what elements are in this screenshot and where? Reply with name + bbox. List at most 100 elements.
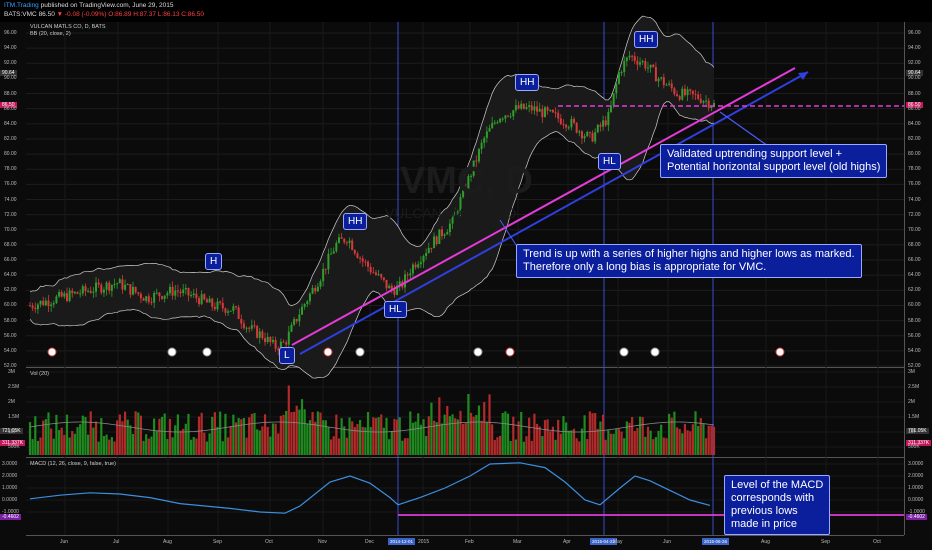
event-marker <box>47 347 57 357</box>
bb-indicator-label[interactable]: BB (20, close, 2) <box>30 31 71 37</box>
candle <box>258 331 261 338</box>
volume-bar <box>279 415 282 455</box>
candle <box>480 142 483 150</box>
candle <box>567 127 570 129</box>
volume-bar <box>256 429 259 455</box>
volume-bar <box>97 441 100 455</box>
volume-bar <box>282 414 285 455</box>
volume-bar <box>319 412 322 455</box>
month-label: Sep <box>213 539 222 545</box>
macd-tag: -0.4602 <box>906 514 927 520</box>
candle <box>559 118 562 125</box>
price-tick-left: 52.00 <box>4 363 17 369</box>
volume-tick-right: 2M <box>908 399 915 405</box>
month-label: Feb <box>465 539 474 545</box>
volume-bar <box>369 427 372 455</box>
candle <box>303 304 306 307</box>
volume-bar <box>258 430 261 455</box>
volume-bar <box>414 421 417 455</box>
volume-bar <box>638 416 642 455</box>
volume-bar <box>242 417 246 455</box>
price-tick-right: 84.00 <box>908 120 921 127</box>
candle <box>176 290 179 292</box>
volume-bar <box>580 428 584 455</box>
candle <box>208 298 211 303</box>
candle <box>171 286 174 296</box>
volume-bar <box>89 411 92 455</box>
candle <box>668 83 671 85</box>
volume-bar <box>60 427 63 455</box>
candle <box>538 108 541 112</box>
price-tick-left: 74.00 <box>4 196 17 203</box>
volume-bar <box>295 405 298 455</box>
candle <box>472 160 475 176</box>
candle <box>42 300 45 306</box>
volume-bar <box>31 439 34 455</box>
price-tick-left: 60.00 <box>4 302 17 309</box>
candle <box>570 118 573 128</box>
volume-bar <box>139 415 143 455</box>
volume-bar <box>459 410 462 455</box>
volume-bar <box>390 430 393 455</box>
candle <box>47 300 50 307</box>
volume-bar <box>591 413 594 455</box>
candle <box>142 298 145 301</box>
candle <box>224 308 227 313</box>
volume-bar <box>567 430 570 455</box>
candle <box>485 131 488 138</box>
candle <box>512 110 515 117</box>
candle <box>161 296 164 299</box>
candle <box>689 89 692 91</box>
volume-bar <box>628 422 631 455</box>
candle <box>102 289 105 293</box>
candle <box>617 72 620 84</box>
volume-bar <box>226 437 230 455</box>
candle <box>462 187 465 198</box>
candle <box>422 256 425 263</box>
volume-bar <box>274 423 277 455</box>
volume-bar <box>406 438 409 455</box>
candle <box>269 336 272 342</box>
volume-bar <box>538 426 541 455</box>
volume-bar <box>623 438 626 455</box>
volume-bar <box>636 427 639 455</box>
volume-bar <box>287 385 290 455</box>
candle <box>699 98 702 103</box>
volume-bar <box>121 421 124 455</box>
macd-tick-left: 3.0000 <box>2 461 18 467</box>
candle <box>298 314 301 322</box>
macd-line <box>29 462 711 514</box>
volume-bar <box>34 416 37 455</box>
month-label: Dec <box>365 539 374 545</box>
price-tick-left: 80.00 <box>4 151 17 158</box>
candle <box>52 303 55 305</box>
price-tick-left: 58.00 <box>4 317 17 324</box>
candle <box>583 136 586 139</box>
candle <box>65 293 68 301</box>
volume-bar <box>525 436 528 455</box>
volume-bar <box>100 418 103 455</box>
volume-bar <box>208 433 211 455</box>
site-link[interactable]: ITM.Trading <box>4 2 39 9</box>
month-label: May <box>613 539 623 545</box>
volume-bar <box>71 431 74 455</box>
volume-label[interactable]: Vol (20) <box>30 371 49 377</box>
volume-bar <box>155 431 158 455</box>
volume-bar <box>76 427 79 455</box>
event-marker <box>202 347 212 357</box>
date-label-2: 2015-04-22 <box>590 538 618 545</box>
volume-bar <box>327 427 330 455</box>
macd-label[interactable]: MACD (12, 26, close, 9, false, true) <box>30 461 116 467</box>
candle <box>573 118 576 123</box>
volume-bar <box>110 437 113 455</box>
volume-bar <box>417 413 420 455</box>
candle <box>369 266 372 273</box>
candle <box>129 284 132 295</box>
macd-tick-left: 1.0000 <box>2 485 18 491</box>
volume-bar <box>329 439 333 455</box>
callout-pointer-2 <box>499 219 519 249</box>
volume-bar <box>704 438 708 455</box>
volume-bar <box>250 413 253 455</box>
candle <box>274 339 277 349</box>
volume-bar <box>649 430 652 455</box>
